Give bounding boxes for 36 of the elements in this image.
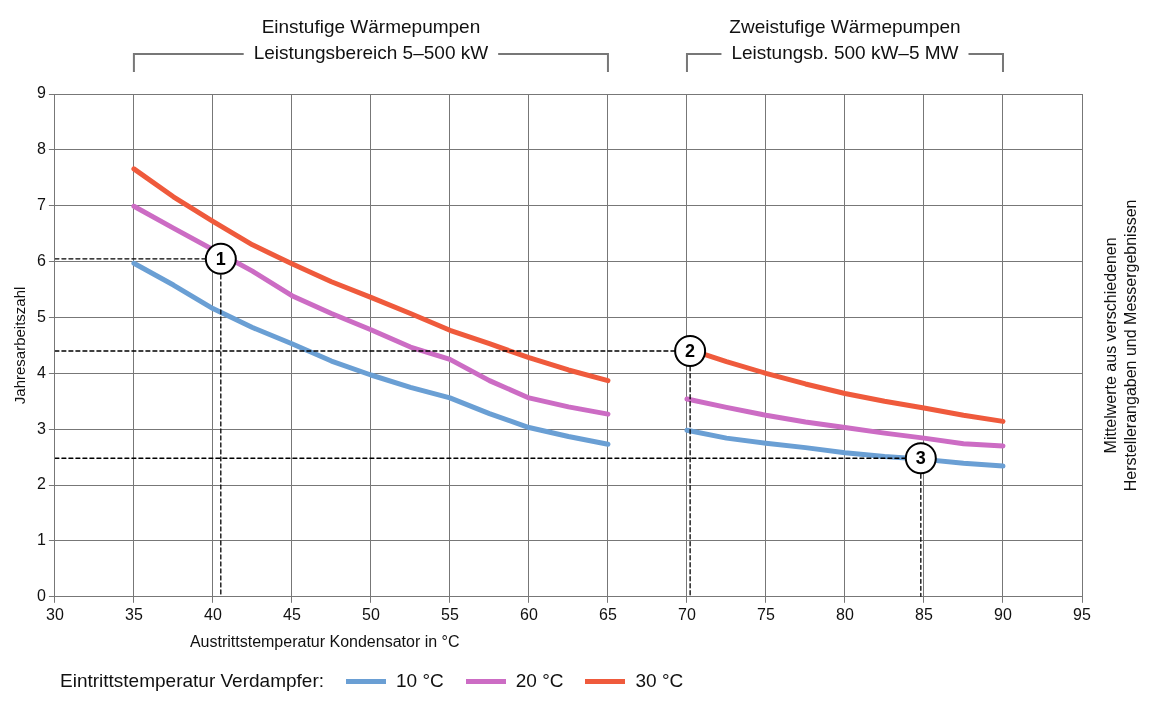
x-tick-label: 90 [994,605,1012,623]
annotation: 2 [685,340,696,361]
y-tick-label: 6 [36,252,46,270]
annotation: 3 [915,448,926,469]
legend-title: Eintrittstemperatur Verdampfer: [60,670,324,692]
x-tick-label: 35 [125,605,143,623]
x-tick-label: 75 [757,605,775,623]
legend-label: 30 °C [635,670,684,692]
y-tick-label: 3 [36,419,46,437]
y-tick-label: 1 [36,531,46,549]
y-tick-label: 2 [36,475,46,493]
y-tick-label: 5 [36,307,46,325]
x-tick-label: 55 [441,605,459,623]
legend-label: 10 °C [396,670,444,692]
y-axis-title: Jahresarbeitszahl [11,286,29,405]
text: Einstufige Wärmepumpen Leistungsbereich 5–500 kW [253,16,489,64]
x-tick-label: 40 [204,605,222,623]
x-tick-label: 50 [362,605,380,623]
x-tick-label: 80 [836,605,854,623]
y-tick-label: 7 [36,196,46,214]
text: Mittelwerte aus verschiedenen Herstellerangaben und Messergebnissen [1102,199,1140,492]
x-tick-label: 95 [1073,605,1091,623]
legend-label: 20 °C [515,670,564,692]
x-axis-title: Austrittstemperatur Kondensator in °C [189,633,460,651]
x-tick-label: 30 [46,605,64,623]
annotation: 1 [215,248,226,269]
y-tick-label: 8 [36,140,46,158]
text: Zweistufige Wärmepumpen Leistungsb. 500 kW–5 MW [729,16,961,64]
x-tick-label: 70 [678,605,696,623]
y-tick-label: 9 [36,84,46,102]
x-tick-label: 85 [915,605,933,623]
y-tick-label: 0 [36,587,46,605]
x-tick-label: 60 [520,605,538,623]
y-tick-label: 4 [36,363,46,381]
x-tick-label: 65 [599,605,617,623]
x-tick-label: 45 [283,605,301,623]
